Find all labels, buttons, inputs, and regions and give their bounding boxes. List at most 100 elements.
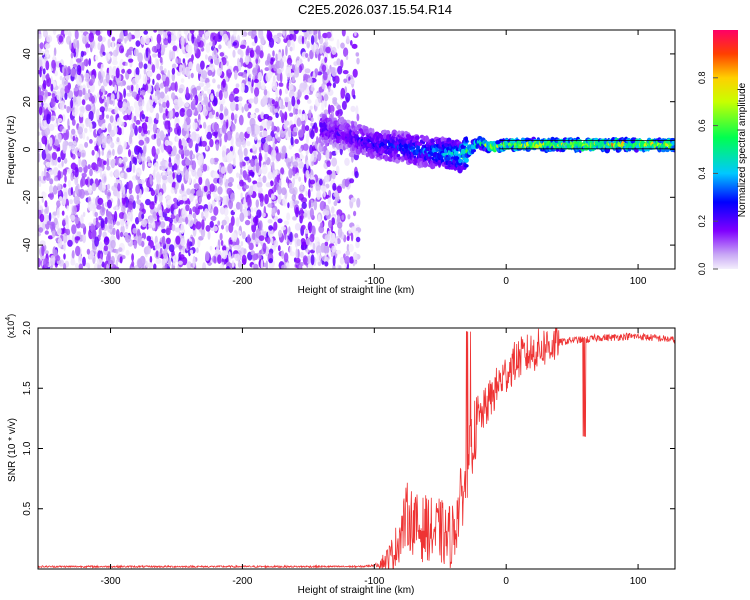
noise-spot (74, 177, 79, 186)
noise-spot (74, 30, 79, 40)
noise-spot (118, 45, 125, 54)
noise-spot (213, 256, 217, 264)
noise-spot (332, 182, 337, 191)
colorbar-tick-label: 0.2 (697, 215, 707, 228)
noise-spot (50, 116, 54, 122)
noise-spot (319, 178, 323, 186)
snr-panel: -300 -200 -100 0 100 0.51.01.52.0 Height of … (5, 314, 676, 596)
noise-spot (154, 95, 158, 104)
noise-spot (350, 105, 356, 113)
noise-spot (58, 62, 62, 68)
noise-spot (288, 182, 295, 189)
noise-spot (292, 216, 297, 221)
noise-spot (239, 153, 243, 163)
noise-spot (38, 94, 44, 103)
noise-spot (114, 210, 118, 222)
noise-spot (49, 137, 53, 147)
noise-spot (305, 133, 309, 145)
noise-spot (307, 30, 311, 35)
noise-spot (306, 40, 311, 49)
noise-spot (228, 222, 234, 234)
noise-spot (110, 239, 116, 249)
noise-spot (133, 48, 139, 57)
noise-spot (107, 199, 112, 209)
noise-spot (301, 35, 305, 45)
noise-spot (307, 99, 312, 104)
noise-spot (302, 143, 309, 151)
noise-spot (167, 175, 174, 184)
noise-spot (147, 262, 154, 268)
noise-spot (146, 223, 149, 230)
noise-spot (264, 193, 269, 205)
noise-spot (230, 192, 235, 202)
noise-spot (145, 47, 149, 59)
noise-spot (244, 156, 250, 162)
noise-spot (77, 203, 80, 209)
noise-spot (174, 227, 181, 233)
noise-spot (39, 221, 43, 229)
noise-spot (287, 101, 292, 112)
noise-spot (221, 250, 228, 260)
noise-spot (308, 226, 312, 234)
noise-spot (95, 30, 101, 36)
noise-spot (175, 57, 179, 64)
noise-spot (219, 264, 224, 269)
noise-spot (51, 228, 56, 239)
noise-spot (166, 100, 170, 109)
noise-spot (171, 35, 177, 42)
noise-spot (38, 175, 42, 183)
noise-spot (40, 120, 47, 131)
noise-spot (119, 256, 123, 264)
noise-spot (52, 67, 56, 74)
noise-spot (160, 143, 165, 153)
noise-spot (96, 205, 102, 210)
noise-spot (49, 221, 56, 231)
noise-spot (111, 185, 116, 191)
noise-spot (237, 72, 244, 77)
noise-spot (191, 33, 195, 44)
noise-spot (246, 126, 252, 135)
noise-spot (46, 76, 52, 87)
noise-spot (237, 261, 242, 268)
noise-spot (243, 209, 249, 218)
noise-spot (289, 112, 294, 117)
noise-spot (78, 65, 81, 76)
noise-spot (246, 141, 251, 147)
noise-spot (202, 262, 207, 269)
noise-spot (234, 70, 238, 80)
noise-spot (189, 30, 195, 34)
noise-spot (102, 144, 107, 149)
noise-spot (121, 205, 126, 213)
noise-spot (159, 221, 166, 229)
ridge-spot (671, 140, 675, 146)
noise-spot (268, 225, 273, 231)
noise-spot (321, 64, 327, 73)
noise-spot (162, 112, 166, 121)
noise-spot (38, 131, 41, 137)
noise-spot (219, 52, 225, 57)
noise-spot (136, 258, 143, 268)
noise-spot (323, 45, 326, 53)
y-tick-label: 1.5 (22, 381, 33, 395)
noise-spot (233, 65, 239, 74)
noise-spot (132, 156, 137, 164)
noise-spot (175, 153, 181, 161)
noise-spot (317, 93, 322, 104)
noise-spot (67, 125, 71, 131)
noise-spot (175, 213, 179, 222)
noise-spot (277, 218, 283, 224)
noise-spot (272, 50, 275, 57)
noise-spot (124, 30, 128, 36)
noise-spot (267, 71, 273, 79)
noise-spot (351, 43, 358, 49)
noise-spot (108, 66, 113, 77)
noise-spot (310, 87, 315, 92)
noise-spot (295, 91, 298, 98)
noise-spot (247, 177, 252, 183)
noise-spot (226, 119, 229, 129)
noise-spot (133, 115, 137, 123)
noise-spot (293, 107, 296, 116)
noise-spot (354, 31, 357, 37)
noise-spot (98, 241, 103, 251)
noise-spot (106, 152, 110, 160)
